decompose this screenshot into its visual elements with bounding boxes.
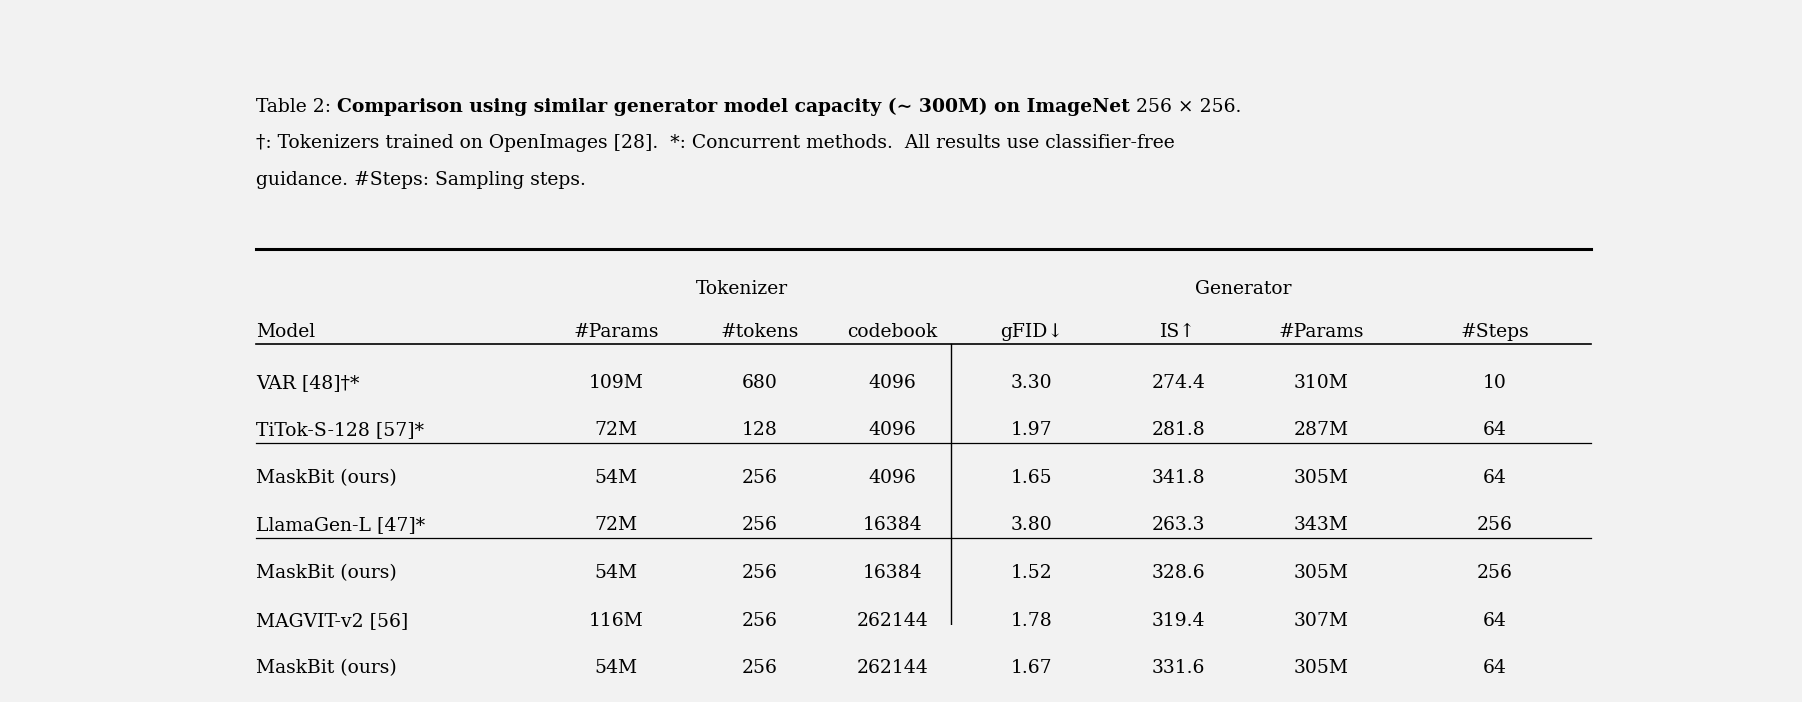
Text: MaskBit (ours): MaskBit (ours) <box>256 564 396 582</box>
Text: 1.52: 1.52 <box>1011 564 1052 582</box>
Text: 64: 64 <box>1483 611 1506 630</box>
Text: 72M: 72M <box>595 517 638 534</box>
Text: 4096: 4096 <box>869 421 915 439</box>
Text: 128: 128 <box>741 421 777 439</box>
Text: Model: Model <box>256 323 315 341</box>
Text: MAGVIT-v2 [56]: MAGVIT-v2 [56] <box>256 611 409 630</box>
Text: gFID↓: gFID↓ <box>1000 323 1063 341</box>
Text: 256 × 256.: 256 × 256. <box>1130 98 1242 116</box>
Text: IS↑: IS↑ <box>1160 323 1197 341</box>
Text: 274.4: 274.4 <box>1151 373 1206 392</box>
Text: 256: 256 <box>741 564 777 582</box>
Text: 1.97: 1.97 <box>1011 421 1052 439</box>
Text: Comparison using similar generator model capacity (∼ 300M) on ImageNet: Comparison using similar generator model… <box>337 98 1130 116</box>
Text: #Params: #Params <box>573 323 660 341</box>
Text: 262144: 262144 <box>856 659 928 677</box>
Text: MaskBit (ours): MaskBit (ours) <box>256 659 396 677</box>
Text: 54M: 54M <box>595 469 638 487</box>
Text: 4096: 4096 <box>869 469 915 487</box>
Text: 64: 64 <box>1483 469 1506 487</box>
Text: 256: 256 <box>741 469 777 487</box>
Text: 305M: 305M <box>1294 564 1350 582</box>
Text: 10: 10 <box>1483 373 1506 392</box>
Text: 256: 256 <box>741 659 777 677</box>
Text: 1.65: 1.65 <box>1011 469 1052 487</box>
Text: 281.8: 281.8 <box>1151 421 1206 439</box>
Text: 16384: 16384 <box>863 517 923 534</box>
Text: 64: 64 <box>1483 659 1506 677</box>
Text: 331.6: 331.6 <box>1151 659 1206 677</box>
Text: 256: 256 <box>1478 564 1512 582</box>
Text: 1.78: 1.78 <box>1011 611 1052 630</box>
Text: 305M: 305M <box>1294 469 1350 487</box>
Text: #tokens: #tokens <box>721 323 798 341</box>
Text: 3.30: 3.30 <box>1011 373 1052 392</box>
Text: 287M: 287M <box>1294 421 1350 439</box>
Text: 54M: 54M <box>595 564 638 582</box>
Text: #Params: #Params <box>1279 323 1364 341</box>
Text: codebook: codebook <box>847 323 937 341</box>
Text: 343M: 343M <box>1294 517 1350 534</box>
Text: Tokenizer: Tokenizer <box>696 280 787 298</box>
Text: #Steps: #Steps <box>1460 323 1530 341</box>
Text: 1.67: 1.67 <box>1011 659 1052 677</box>
Text: 319.4: 319.4 <box>1151 611 1206 630</box>
Text: Generator: Generator <box>1195 280 1292 298</box>
Text: 341.8: 341.8 <box>1151 469 1206 487</box>
Text: LlamaGen-L [47]*: LlamaGen-L [47]* <box>256 517 425 534</box>
Text: 54M: 54M <box>595 659 638 677</box>
Text: 109M: 109M <box>589 373 643 392</box>
Text: 256: 256 <box>741 517 777 534</box>
Text: TiTok-S-128 [57]*: TiTok-S-128 [57]* <box>256 421 423 439</box>
Text: VAR [48]†*: VAR [48]†* <box>256 373 359 392</box>
Text: 256: 256 <box>1478 517 1512 534</box>
Text: 16384: 16384 <box>863 564 923 582</box>
Text: 307M: 307M <box>1294 611 1350 630</box>
Text: guidance. #Steps: Sampling steps.: guidance. #Steps: Sampling steps. <box>256 171 586 189</box>
Text: 72M: 72M <box>595 421 638 439</box>
Text: 262144: 262144 <box>856 611 928 630</box>
Text: 4096: 4096 <box>869 373 915 392</box>
Text: MaskBit (ours): MaskBit (ours) <box>256 469 396 487</box>
Text: 328.6: 328.6 <box>1151 564 1206 582</box>
Text: 64: 64 <box>1483 421 1506 439</box>
Text: 680: 680 <box>741 373 777 392</box>
Text: 116M: 116M <box>589 611 643 630</box>
Text: 3.80: 3.80 <box>1011 517 1052 534</box>
Text: 310M: 310M <box>1294 373 1350 392</box>
Text: †: Tokenizers trained on OpenImages [28].  *: Concurrent methods.  All results u: †: Tokenizers trained on OpenImages [28]… <box>256 134 1175 152</box>
Text: Table 2:: Table 2: <box>256 98 337 116</box>
Text: 256: 256 <box>741 611 777 630</box>
Text: 263.3: 263.3 <box>1151 517 1206 534</box>
Text: 305M: 305M <box>1294 659 1350 677</box>
